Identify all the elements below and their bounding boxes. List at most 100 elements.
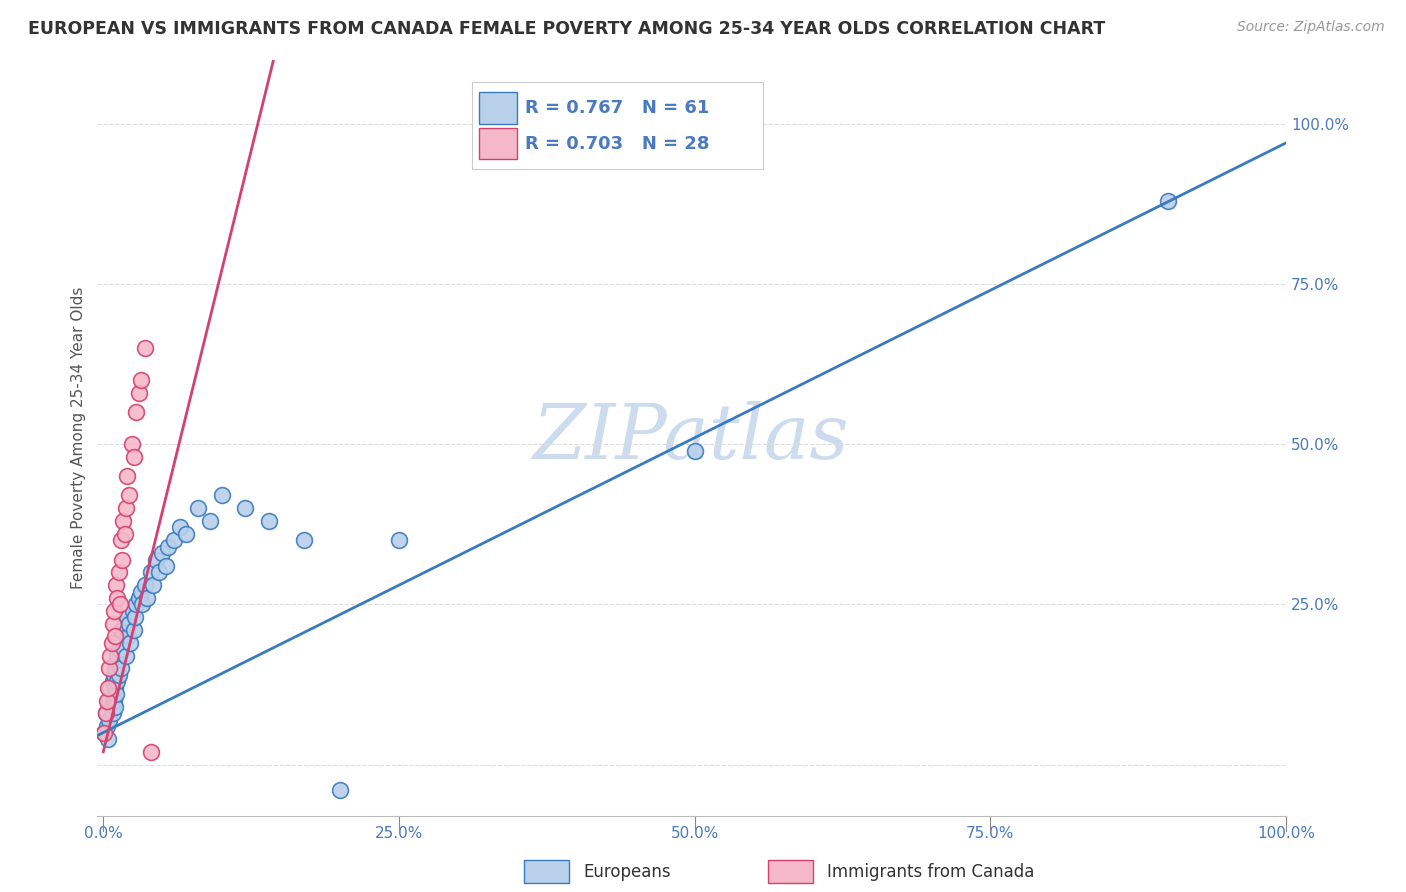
Point — [100, 636, 122, 650]
Point — [112, 514, 135, 528]
Point — [388, 533, 411, 548]
Text: EUROPEAN VS IMMIGRANTS FROM CANADA FEMALE POVERTY AMONG 25-34 YEAR OLDS CORRELAT: EUROPEAN VS IMMIGRANTS FROM CANADA FEMAL… — [28, 20, 1105, 37]
Point — [115, 469, 138, 483]
Point — [148, 566, 170, 580]
Point — [142, 578, 165, 592]
Point — [114, 501, 136, 516]
FancyBboxPatch shape — [479, 92, 517, 124]
Point — [96, 719, 118, 733]
Point — [128, 591, 150, 605]
Point — [169, 520, 191, 534]
Text: Source: ZipAtlas.com: Source: ZipAtlas.com — [1237, 20, 1385, 34]
Point — [115, 610, 138, 624]
Point — [94, 706, 117, 721]
Point — [233, 501, 256, 516]
Point — [107, 591, 129, 605]
Point — [292, 533, 315, 548]
Point — [117, 629, 139, 643]
Point — [93, 725, 115, 739]
Point — [103, 604, 125, 618]
Point — [97, 681, 120, 695]
Point — [121, 437, 143, 451]
Point — [174, 527, 197, 541]
Point — [110, 533, 132, 548]
Point — [104, 681, 127, 695]
Point — [96, 693, 118, 707]
Point — [257, 514, 280, 528]
Text: R = 0.703   N = 28: R = 0.703 N = 28 — [526, 135, 710, 153]
Point — [107, 566, 129, 580]
Text: Immigrants from Canada: Immigrants from Canada — [827, 863, 1033, 881]
Point — [97, 731, 120, 746]
Point — [121, 604, 143, 618]
FancyBboxPatch shape — [479, 128, 517, 160]
Point — [107, 668, 129, 682]
Point — [129, 373, 152, 387]
Point — [163, 533, 186, 548]
Point — [103, 693, 125, 707]
Point — [107, 674, 129, 689]
Point — [198, 514, 221, 528]
Point — [98, 681, 121, 695]
Point — [101, 674, 124, 689]
Point — [107, 642, 129, 657]
Point — [104, 629, 127, 643]
FancyBboxPatch shape — [472, 82, 763, 169]
Point — [98, 648, 121, 663]
Point — [187, 501, 209, 516]
Point — [145, 552, 167, 566]
Point — [105, 687, 128, 701]
Point — [104, 700, 127, 714]
Point — [139, 566, 162, 580]
Point — [118, 616, 141, 631]
Point — [93, 725, 115, 739]
Point — [104, 661, 127, 675]
Point — [118, 488, 141, 502]
Point — [114, 527, 136, 541]
Point — [124, 610, 146, 624]
Point — [112, 642, 135, 657]
Point — [139, 745, 162, 759]
Point — [1157, 194, 1180, 208]
Point — [111, 623, 134, 637]
Point — [98, 661, 121, 675]
Point — [157, 540, 180, 554]
Y-axis label: Female Poverty Among 25-34 Year Olds: Female Poverty Among 25-34 Year Olds — [72, 286, 86, 589]
Point — [152, 546, 174, 560]
Point — [107, 648, 129, 663]
Text: ZIPatlas: ZIPatlas — [533, 401, 851, 475]
Point — [103, 668, 125, 682]
Point — [111, 552, 134, 566]
Point — [136, 591, 159, 605]
Point — [128, 385, 150, 400]
Point — [122, 450, 145, 464]
Point — [94, 706, 117, 721]
Point — [683, 443, 706, 458]
Point — [110, 661, 132, 675]
Point — [110, 629, 132, 643]
Text: R = 0.767   N = 61: R = 0.767 N = 61 — [526, 99, 710, 117]
Point — [101, 706, 124, 721]
Text: Europeans: Europeans — [583, 863, 671, 881]
Point — [131, 598, 153, 612]
Point — [114, 616, 136, 631]
Point — [134, 578, 156, 592]
Point — [108, 598, 131, 612]
Point — [114, 648, 136, 663]
Point — [134, 341, 156, 355]
Point — [108, 636, 131, 650]
Point — [129, 584, 152, 599]
Point — [329, 783, 352, 797]
Point — [98, 713, 121, 727]
Point — [120, 636, 142, 650]
Point — [98, 693, 121, 707]
Point — [155, 558, 177, 573]
Point — [125, 405, 148, 419]
Point — [105, 655, 128, 669]
Point — [101, 616, 124, 631]
Point — [122, 623, 145, 637]
Point — [211, 488, 233, 502]
Point — [100, 700, 122, 714]
Point — [105, 578, 128, 592]
Point — [125, 598, 148, 612]
